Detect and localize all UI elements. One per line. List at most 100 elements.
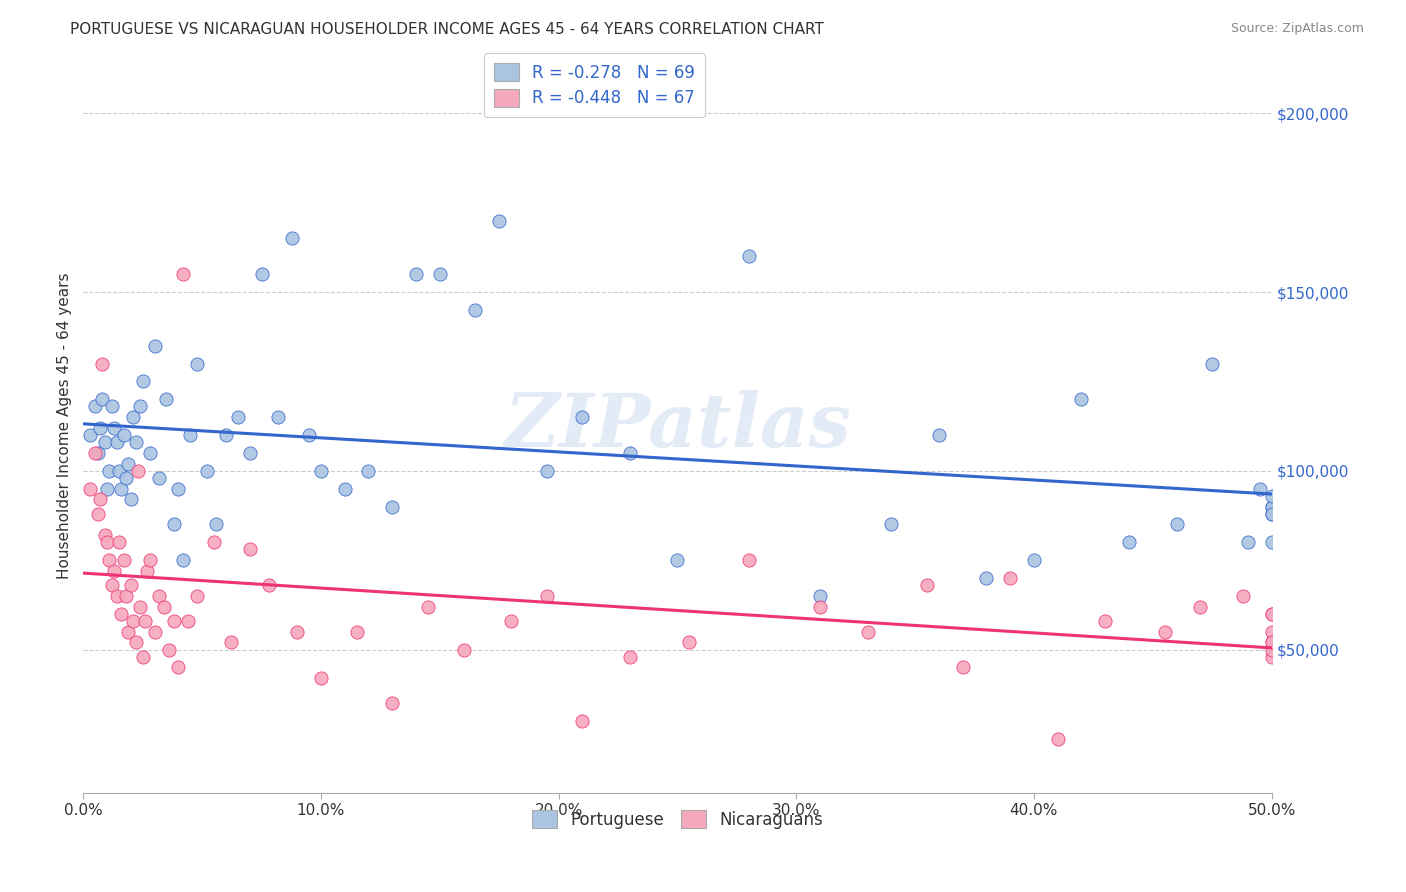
Point [285,624,308,639]
Point [536,464,558,478]
Point [117,624,139,639]
Point [1201,357,1223,371]
Point [333,482,356,496]
Y-axis label: Householder Income Ages 45 - 64 years: Householder Income Ages 45 - 64 years [58,273,72,580]
Point [139,553,162,567]
Point [131,375,153,389]
Point [1189,599,1212,614]
Point [738,249,761,263]
Point [738,553,761,567]
Point [499,614,522,628]
Point [464,302,486,317]
Point [172,267,194,281]
Point [148,471,170,485]
Point [139,446,162,460]
Point [666,553,689,567]
Point [416,599,439,614]
Point [239,542,262,557]
Point [110,607,132,621]
Point [1260,507,1282,521]
Point [880,517,903,532]
Point [108,535,131,549]
Point [1236,535,1258,549]
Point [84,446,107,460]
Point [103,564,125,578]
Point [219,635,242,649]
Text: PORTUGUESE VS NICARAGUAN HOUSEHOLDER INCOME AGES 45 - 64 YEARS CORRELATION CHART: PORTUGUESE VS NICARAGUAN HOUSEHOLDER INC… [70,22,824,37]
Point [91,357,114,371]
Point [129,599,152,614]
Point [124,435,146,450]
Point [1046,731,1069,746]
Point [131,649,153,664]
Point [105,435,128,450]
Point [488,213,510,227]
Point [1094,614,1116,628]
Point [148,589,170,603]
Point [122,410,145,425]
Point [177,614,200,628]
Point [155,392,177,407]
Point [928,428,950,442]
Point [136,564,159,578]
Point [1260,649,1282,664]
Point [239,446,262,460]
Point [120,578,142,592]
Point [143,624,166,639]
Point [357,464,380,478]
Point [186,357,208,371]
Point [89,421,111,435]
Point [195,464,218,478]
Point [103,421,125,435]
Point [86,507,108,521]
Point [120,492,142,507]
Point [1260,642,1282,657]
Point [1260,500,1282,514]
Point [101,400,124,414]
Point [186,589,208,603]
Point [86,446,108,460]
Point [678,635,700,649]
Point [115,471,138,485]
Point [134,614,156,628]
Point [96,482,118,496]
Point [281,231,304,245]
Point [226,410,249,425]
Point [167,482,190,496]
Point [1260,607,1282,621]
Point [127,464,149,478]
Point [162,517,184,532]
Point [808,599,831,614]
Point [952,660,974,674]
Text: ZIPatlas: ZIPatlas [503,390,851,462]
Point [1260,635,1282,649]
Point [453,642,475,657]
Point [112,553,135,567]
Point [115,589,138,603]
Point [309,671,332,685]
Point [1118,535,1140,549]
Point [84,400,107,414]
Point [808,589,831,603]
Point [1260,607,1282,621]
Point [1260,500,1282,514]
Point [143,339,166,353]
Point [571,410,593,425]
Point [96,535,118,549]
Point [1260,535,1282,549]
Point [215,428,238,442]
Point [179,428,201,442]
Point [79,428,101,442]
Point [93,435,115,450]
Point [205,517,228,532]
Point [110,482,132,496]
Point [1153,624,1175,639]
Point [381,696,404,710]
Point [298,428,321,442]
Point [1070,392,1092,407]
Point [998,571,1021,585]
Point [619,446,641,460]
Point [98,464,121,478]
Point [157,642,180,657]
Point [153,599,176,614]
